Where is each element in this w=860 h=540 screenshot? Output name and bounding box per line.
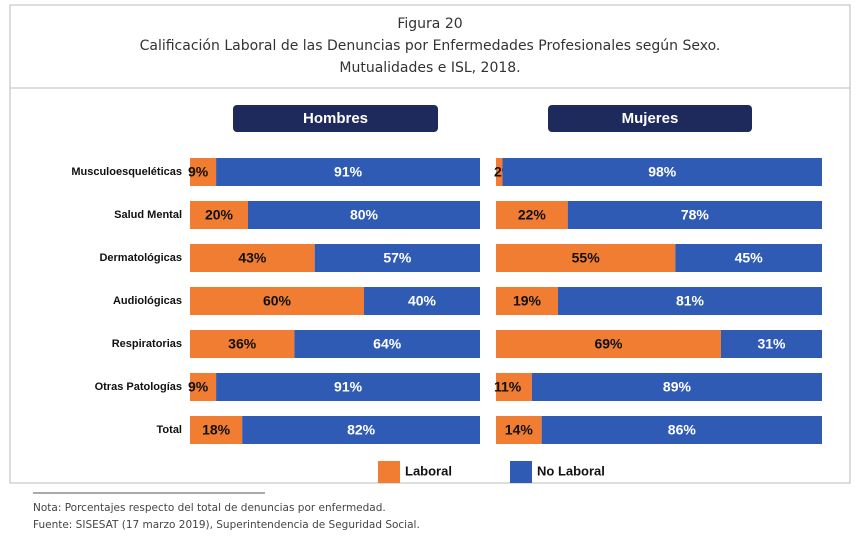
value-label: 64% <box>373 336 402 352</box>
value-label: 91% <box>334 379 363 395</box>
panel-header <box>548 105 752 132</box>
value-label: 11% <box>494 379 522 395</box>
value-label: 78% <box>681 207 710 223</box>
value-label: 89% <box>663 379 692 395</box>
bar-segment <box>496 201 568 229</box>
source: Fuente: SISESAT (17 marzo 2019), Superin… <box>33 519 420 531</box>
value-label: 60% <box>263 293 292 309</box>
bar-segment <box>242 416 480 444</box>
bar-segment <box>567 201 822 229</box>
bar-segment <box>190 416 243 444</box>
value-label: 69% <box>594 336 623 352</box>
bar-segment <box>248 201 480 229</box>
legend-label: No Laboral <box>537 463 605 478</box>
value-label: 82% <box>347 422 376 438</box>
value-label: 31% <box>757 336 786 352</box>
value-label: 20% <box>205 207 234 223</box>
figure-subtitle: Mutualidades e ISL, 2018. <box>339 60 520 76</box>
legend-label: Laboral <box>405 463 452 478</box>
bar-segment <box>314 244 480 272</box>
category-label: Otras Patologías <box>95 381 182 393</box>
frame <box>9 4 851 484</box>
value-label: 36% <box>228 336 257 352</box>
legend-swatch <box>510 461 532 483</box>
legend-swatch <box>378 461 400 483</box>
bar-segment <box>502 158 822 186</box>
value-label: 14% <box>505 422 534 438</box>
bar-segment <box>496 244 676 272</box>
value-label: 9% <box>188 379 209 395</box>
bar-segment <box>496 330 721 358</box>
category-label: Total <box>157 424 182 436</box>
value-label: 9% <box>188 164 209 180</box>
bar-segment <box>216 158 480 186</box>
bar-segment <box>216 373 480 401</box>
note: Nota: Porcentajes respecto del total de … <box>33 502 386 514</box>
bar-segment <box>190 330 295 358</box>
bar-segment <box>720 330 822 358</box>
value-label: 40% <box>408 293 437 309</box>
category-label: Respiratorias <box>112 338 182 350</box>
category-label: Musculoesqueléticas <box>71 166 182 178</box>
value-label: 19% <box>513 293 542 309</box>
bar-segment <box>190 373 217 401</box>
bar-segment <box>496 287 558 315</box>
value-label: 43% <box>238 250 267 266</box>
bar-segment <box>675 244 822 272</box>
figure-title: Calificación Laboral de las Denuncias po… <box>140 38 721 54</box>
bar-segment <box>190 158 217 186</box>
value-label: 18% <box>202 422 231 438</box>
value-label: 86% <box>668 422 697 438</box>
bar-segment <box>531 373 822 401</box>
bar-segment <box>190 244 315 272</box>
value-label: 22% <box>518 207 547 223</box>
value-label: 81% <box>676 293 705 309</box>
value-label: 80% <box>350 207 379 223</box>
category-label: Dermatológicas <box>99 252 182 264</box>
panel-title: Hombres <box>303 110 368 127</box>
category-label: Salud Mental <box>114 209 182 221</box>
figure-label: Figura 20 <box>397 16 462 32</box>
panel-header <box>233 105 438 132</box>
bar-segment <box>294 330 480 358</box>
value-label: 55% <box>572 250 601 266</box>
panel-title: Mujeres <box>622 110 679 127</box>
value-label: 91% <box>334 164 363 180</box>
bar-segment <box>557 287 822 315</box>
bar-segment <box>496 373 532 401</box>
bar-segment <box>364 287 480 315</box>
bar-segment <box>541 416 822 444</box>
bar-segment <box>190 287 364 315</box>
value-label: 98% <box>648 164 677 180</box>
value-label: 57% <box>383 250 412 266</box>
bar-segment <box>190 201 248 229</box>
bar-segment <box>496 158 503 186</box>
value-label: 45% <box>735 250 764 266</box>
bar-segment <box>496 416 542 444</box>
category-label: Audiológicas <box>113 295 182 307</box>
